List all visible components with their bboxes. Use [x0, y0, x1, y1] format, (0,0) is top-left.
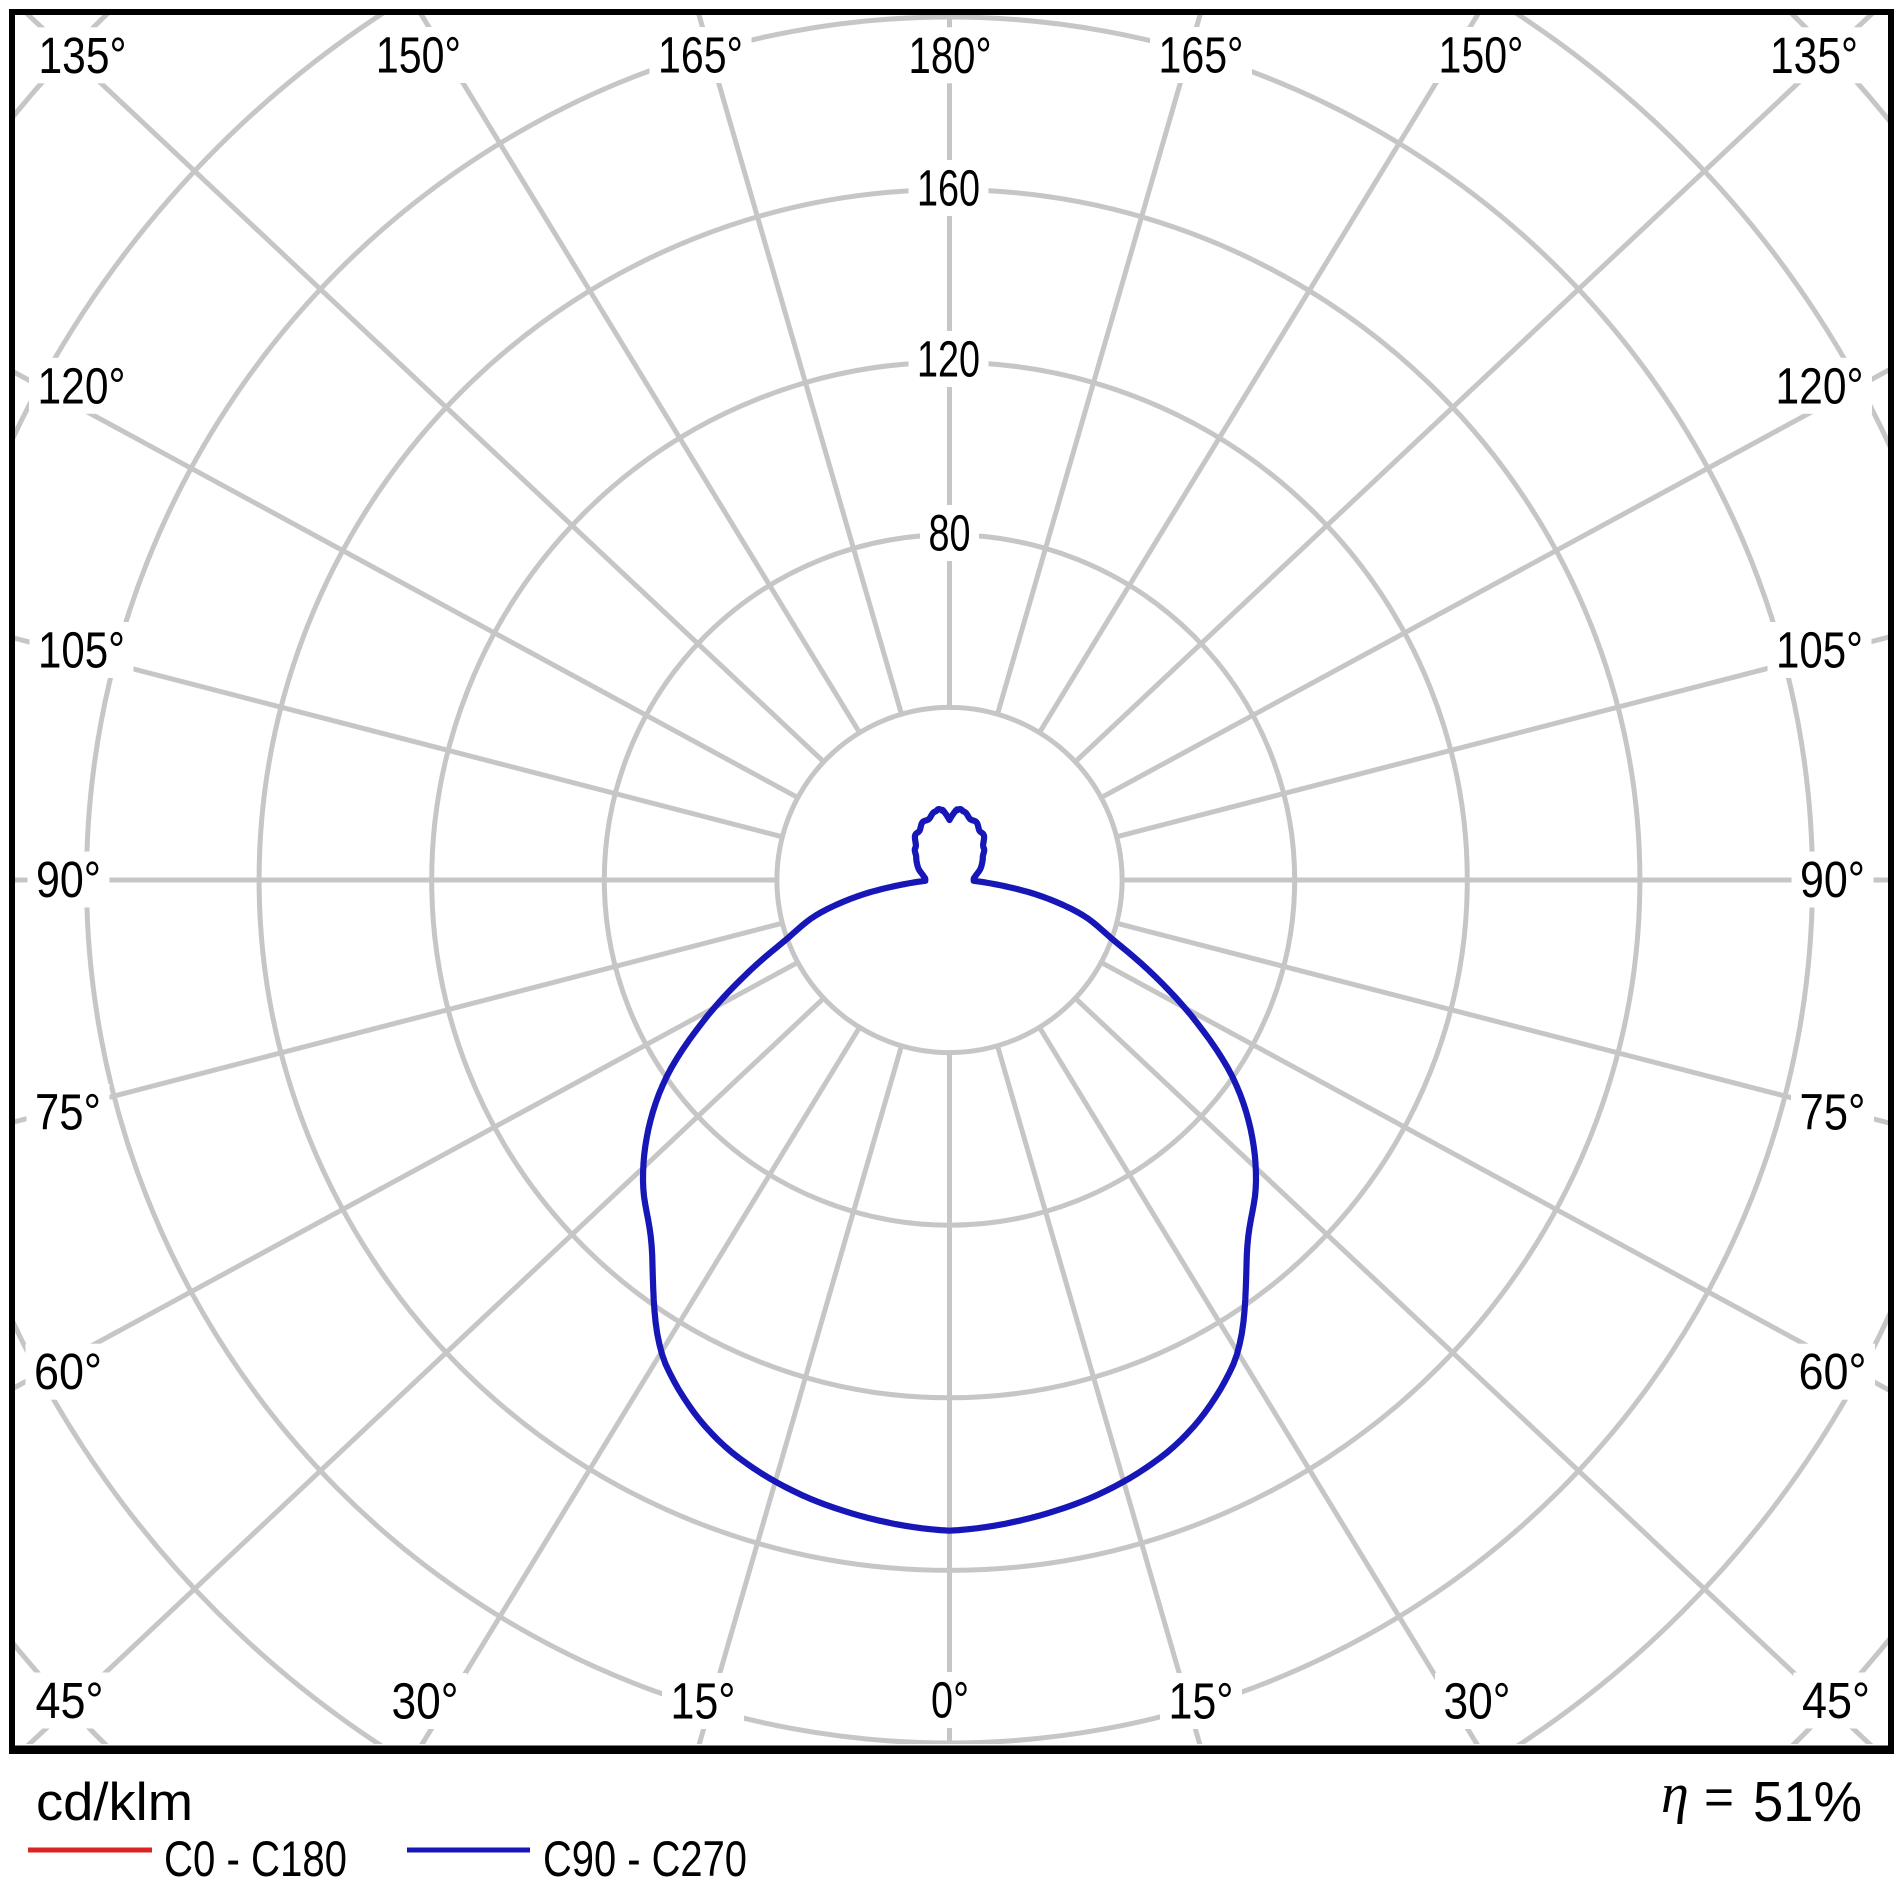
svg-text:75°: 75° [35, 1084, 101, 1141]
svg-text:60°: 60° [34, 1343, 102, 1400]
svg-text:cd/klm: cd/klm [36, 1773, 193, 1832]
svg-text:120°: 120° [38, 357, 126, 414]
svg-text:15°: 15° [671, 1673, 736, 1730]
svg-text:150°: 150° [1439, 27, 1524, 84]
svg-text:135°: 135° [1770, 27, 1858, 84]
svg-text:165°: 165° [1159, 27, 1244, 84]
svg-text:45°: 45° [36, 1672, 104, 1729]
svg-text:105°: 105° [38, 622, 125, 679]
svg-text:165°: 165° [658, 27, 743, 84]
svg-text:C90 - C270: C90 - C270 [543, 1831, 747, 1887]
svg-text:51%: 51% [1753, 1770, 1862, 1834]
svg-text:150°: 150° [376, 27, 461, 84]
svg-text:60°: 60° [1799, 1343, 1867, 1400]
svg-text:120: 120 [917, 331, 980, 388]
svg-text:90°: 90° [36, 851, 101, 908]
svg-text:90°: 90° [1800, 851, 1865, 908]
svg-text:120°: 120° [1776, 357, 1864, 414]
svg-text:0°: 0° [931, 1672, 969, 1729]
svg-text:C0 - C180: C0 - C180 [164, 1831, 347, 1887]
svg-text:80: 80 [929, 505, 971, 562]
svg-text:45°: 45° [1802, 1672, 1870, 1729]
svg-text:160: 160 [917, 160, 980, 217]
svg-text:=: = [1704, 1769, 1734, 1825]
svg-text:135°: 135° [39, 27, 127, 84]
svg-text:105°: 105° [1776, 622, 1863, 679]
svg-text:η: η [1661, 1763, 1689, 1825]
svg-text:180°: 180° [909, 27, 992, 84]
svg-text:30°: 30° [1444, 1673, 1511, 1730]
svg-text:15°: 15° [1169, 1673, 1234, 1730]
svg-text:30°: 30° [392, 1673, 459, 1730]
svg-text:75°: 75° [1800, 1084, 1866, 1141]
